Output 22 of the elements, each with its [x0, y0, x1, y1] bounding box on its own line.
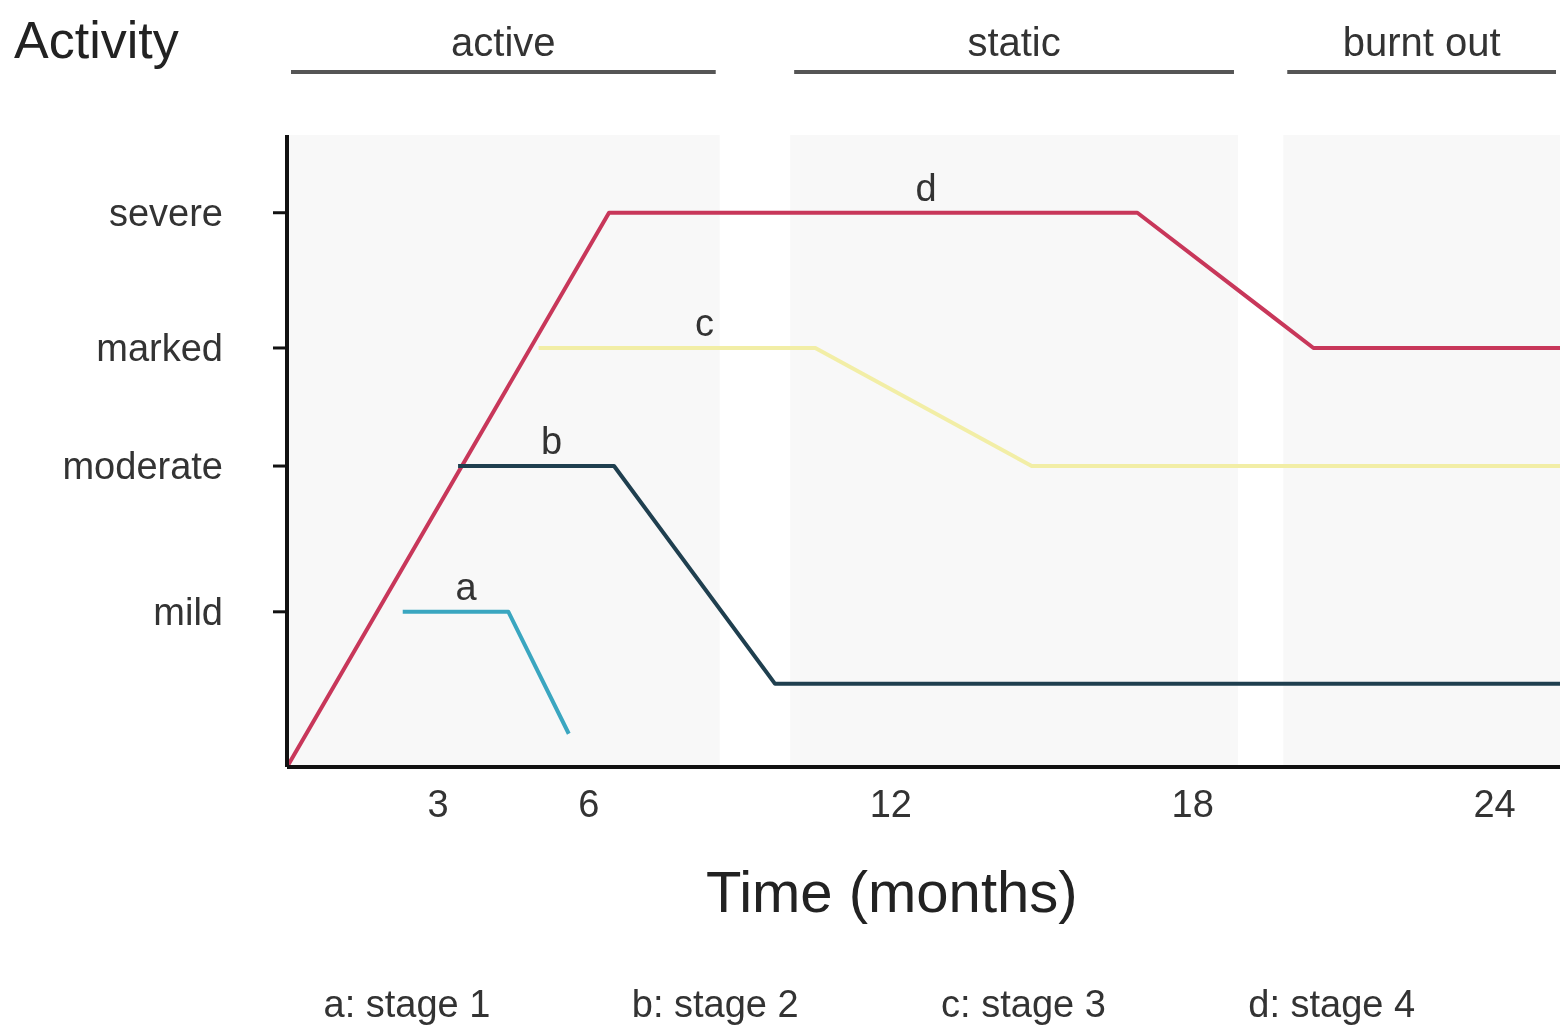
text: b: stage 2 — [631, 983, 799, 1025]
text: c: stage 3 — [941, 983, 1106, 1025]
ref-line-label: marked — [96, 326, 223, 369]
ref-line-label: severe — [108, 191, 223, 234]
band-label: burnt out — [1342, 20, 1501, 64]
x-axis-title: Time (months) — [705, 859, 1078, 924]
band-label: active — [451, 20, 556, 64]
ref-line-label: moderate — [62, 445, 223, 488]
x-tick-label: 3 — [427, 783, 449, 825]
series-label: a — [455, 565, 478, 608]
text: d: stage 4 — [1248, 983, 1416, 1025]
y-axis-title: Activity — [14, 11, 179, 69]
x-tick-label: 24 — [1473, 783, 1516, 825]
x-tick-label: 6 — [578, 783, 600, 825]
series-label: b — [541, 420, 563, 463]
x-tick-label: 12 — [869, 783, 912, 825]
series-label: d — [915, 166, 937, 209]
ref-line-label: mild — [153, 590, 223, 633]
x-tick-label: 18 — [1171, 783, 1214, 825]
band-label: static — [967, 20, 1061, 64]
text: a: stage 1 — [323, 983, 491, 1025]
series-label: c — [695, 301, 715, 344]
